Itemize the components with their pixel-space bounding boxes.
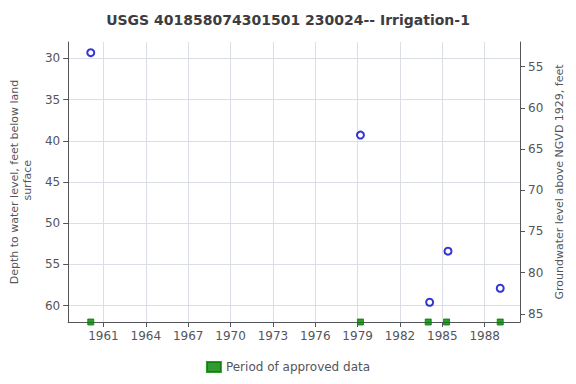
svg-text:1964: 1964 — [131, 329, 162, 343]
svg-text:1979: 1979 — [342, 329, 373, 343]
svg-text:55: 55 — [528, 60, 543, 74]
svg-text:75: 75 — [528, 224, 543, 238]
svg-text:70: 70 — [528, 183, 543, 197]
svg-text:1982: 1982 — [385, 329, 416, 343]
svg-text:30: 30 — [45, 51, 60, 65]
svg-text:1988: 1988 — [469, 329, 500, 343]
svg-text:35: 35 — [45, 93, 60, 107]
svg-text:1985: 1985 — [427, 329, 458, 343]
svg-text:60: 60 — [45, 299, 60, 313]
svg-text:Depth to water level, feet bel: Depth to water level, feet below land — [8, 80, 21, 285]
svg-text:1973: 1973 — [258, 329, 289, 343]
svg-text:55: 55 — [45, 257, 60, 271]
svg-text:65: 65 — [528, 142, 543, 156]
svg-text:1970: 1970 — [215, 329, 246, 343]
svg-text:1961: 1961 — [88, 329, 119, 343]
svg-text:85: 85 — [528, 307, 543, 321]
svg-text:80: 80 — [528, 266, 543, 280]
svg-text:USGS 401858074301501 230024--: USGS 401858074301501 230024-- Irrigation… — [106, 12, 470, 28]
svg-text:60: 60 — [528, 101, 543, 115]
svg-text:Period of approved data: Period of approved data — [226, 360, 370, 374]
svg-text:50: 50 — [45, 216, 60, 230]
svg-text:Groundwater level above NGVD 1: Groundwater level above NGVD 1929, feet — [553, 64, 566, 300]
svg-text:1976: 1976 — [300, 329, 331, 343]
svg-text:40: 40 — [45, 134, 60, 148]
svg-text:surface: surface — [21, 160, 34, 204]
svg-text:45: 45 — [45, 175, 60, 189]
svg-text:1967: 1967 — [173, 329, 204, 343]
